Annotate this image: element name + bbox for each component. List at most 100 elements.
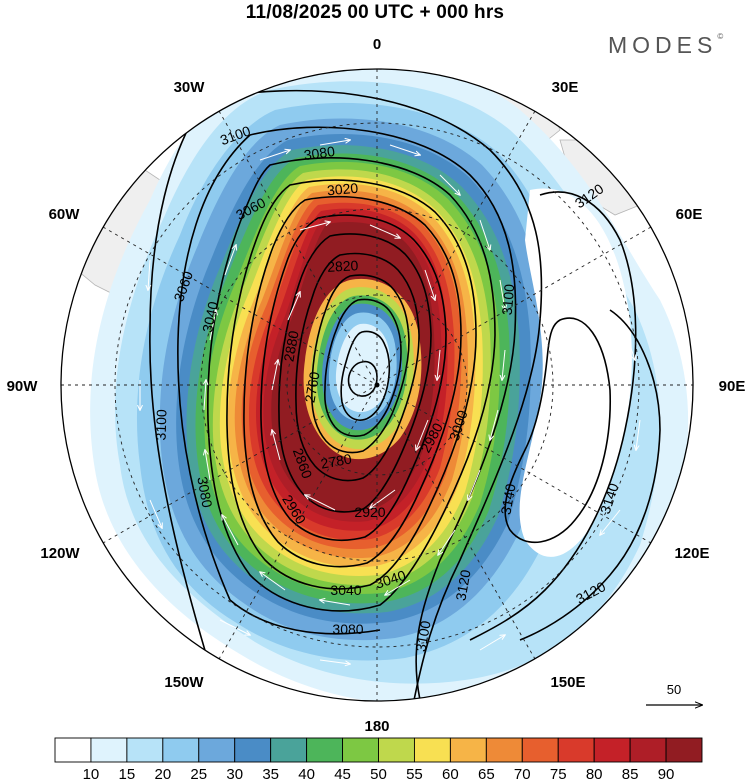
globe-outline [60,68,694,702]
streamline-12 [320,600,351,606]
streamline-31 [636,419,641,450]
contour-label-group: 3100 3080 3020 3060 3060 3040 2820 2880 … [152,122,621,652]
colorbar-swatch [90,737,128,763]
contour-label: 3100 [412,619,433,653]
colorbar-tick-label: 50 [370,766,387,782]
colorbar-tick-label: 20 [154,766,171,782]
colorbar-swatch [198,737,236,763]
contour-label: 2920 [354,504,385,520]
streamline-21 [424,269,435,300]
streamline-25 [305,495,336,511]
streamline-7 [502,349,506,380]
streamline-33 [148,259,150,290]
streamline-17 [209,310,216,341]
colorbar-tick-label: 30 [226,766,243,782]
colorbar-swatch [413,737,451,763]
lon-label-30e: 30E [552,79,579,96]
colorbar-tick-label: 60 [442,766,459,782]
streamline-32 [600,509,621,535]
streamline-26 [272,430,281,461]
colorbar-swatch [234,737,272,763]
colorbar-swatch [342,737,379,763]
streamline-10 [438,529,456,555]
streamline-37 [319,659,350,664]
contour-2820 [311,274,410,454]
colorbar-swatch [306,737,343,763]
contour-pole-low [347,360,378,397]
contour-label: 3040 [199,300,221,334]
contour-2920 [278,233,432,513]
lon-label-120w: 120W [40,545,80,562]
contour-3060 [207,157,496,612]
streamline-8 [490,409,499,440]
colorbar-tick-label: 55 [406,766,423,782]
streamline-24 [370,489,396,508]
colorbar-swatch [270,737,308,763]
colorbar-swatch [629,737,667,763]
contour-label: 3020 [326,180,359,199]
contour-label: 3140 [497,482,518,516]
colorbar-tick-label: 80 [586,766,603,782]
colorbar-tick-label: 40 [298,766,315,782]
contour-3040 [226,179,477,590]
colorbar-tick-label: 45 [334,766,351,782]
wind-streamlines [140,140,641,664]
streamline-5 [479,219,490,250]
streamline-4 [439,174,460,195]
streamline-36 [219,619,250,635]
south-pole-marker [374,382,380,388]
weak-wind-region [519,188,632,557]
colorbar-swatch [54,737,92,763]
contour-label: 3040 [330,582,361,598]
streamline-15 [205,450,211,481]
contour-2760 [340,330,391,421]
colorbar-tick-label: 25 [190,766,207,782]
contour-outer-left-3100 [149,99,221,701]
lon-label-60w: 60W [49,206,81,223]
streamline-22 [437,349,441,380]
contour-label: 2760 [301,370,322,404]
globe-disk [61,69,693,701]
contour-3080 [177,126,517,701]
colorbar-swatch [162,737,200,763]
longitude-label-group: 0 30E 60E 90E 120E 150E 180 150W 120W 90… [7,36,746,735]
streamline-6 [499,279,505,310]
contour-3120-east [469,191,637,641]
streamline-35 [149,499,162,528]
streamline-38 [479,635,505,651]
contour-label: 2880 [280,329,301,363]
colorbar-tick-label: 15 [119,766,136,782]
streamline-29 [579,249,600,280]
lon-label-150e: 150E [550,674,585,691]
streamline-28 [287,292,300,321]
streamline-13 [260,572,286,591]
contour-label: 3080 [194,475,215,509]
colorbar-swatch [378,737,415,763]
contour-3020 [243,195,462,568]
contour-2980 [260,214,447,542]
copyright-mark: © [717,32,724,41]
colorbar-tick-label: 90 [658,766,675,782]
streamline-18 [224,245,236,276]
colorbar: 10 15 20 25 30 35 40 45 50 55 60 65 70 75 80 85 90 [54,737,703,782]
lon-label-150w: 150W [164,674,204,691]
streamline-30 [624,329,635,360]
contour-label: 3080 [332,621,363,637]
colorbar-tick-label: 35 [262,766,279,782]
lon-label-90w: 90W [7,378,39,395]
contour-3120-loop [504,317,612,544]
colorbar-swatch [557,737,595,763]
brand-name: MODES [608,32,718,58]
contour-label: 3080 [303,143,336,163]
streamline-23 [416,419,429,450]
contour-label: 3100 [152,409,169,441]
colorbar-swatch [126,737,164,763]
contour-2880 [295,252,420,482]
colorbar-tick-label: 10 [83,766,100,782]
contour-3140-east [519,309,661,641]
lon-label-120e: 120E [674,545,709,562]
colorbar-tick-label: 85 [622,766,639,782]
lon-label-90e: 90E [719,378,746,395]
lon-label-180: 180 [364,718,389,735]
